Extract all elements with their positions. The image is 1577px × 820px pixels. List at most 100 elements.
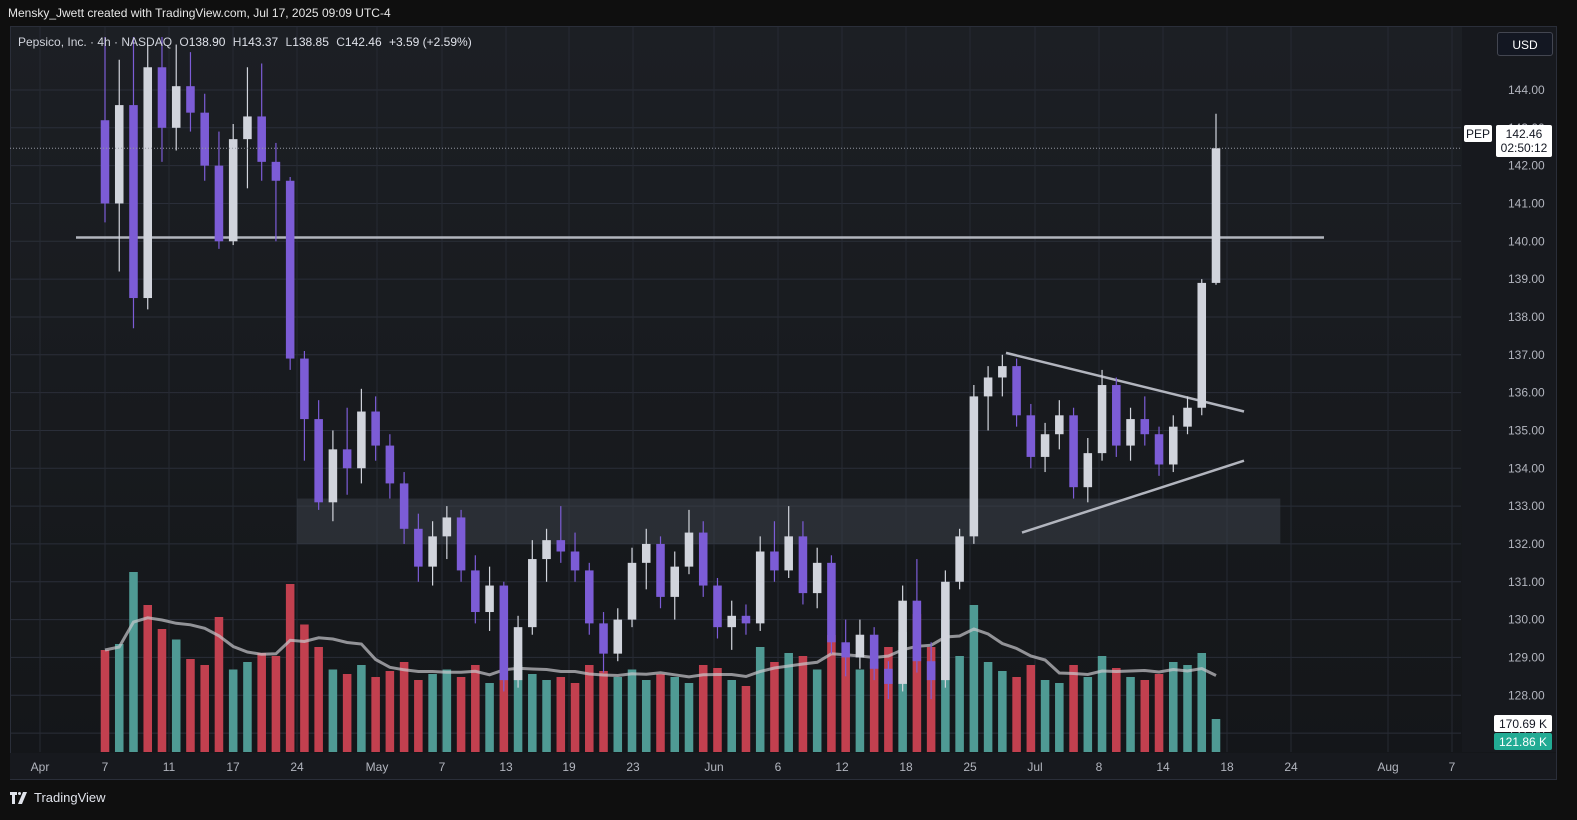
time-tick-label: 24 [290, 760, 304, 774]
candle-body [1026, 415, 1036, 457]
volume-bar [969, 605, 979, 752]
volume-bar [1069, 665, 1078, 752]
candle-body [214, 165, 224, 242]
volume-ma-line [104, 616, 1217, 679]
volume-bar [100, 650, 110, 752]
price-badge-value: 142.46 [1506, 127, 1543, 141]
time-tick-label: Aug [1377, 760, 1398, 774]
candle-body [428, 536, 437, 567]
volume-bar [912, 614, 922, 752]
volume-bar [741, 686, 751, 752]
volume-bar [1026, 665, 1036, 752]
candle-body [200, 112, 209, 166]
candle-body [869, 634, 879, 669]
volume-bar [784, 653, 793, 752]
candle-body [143, 67, 153, 299]
price-tick-label: 131.00 [1508, 575, 1545, 589]
candle-body [499, 585, 509, 681]
volume-bar [599, 671, 608, 752]
tradingview-icon [10, 791, 27, 804]
price-tick-label: 133.00 [1508, 499, 1545, 513]
volume-bar [357, 665, 366, 752]
volume-bar [670, 677, 680, 752]
volume-bar [285, 584, 295, 752]
legend-l-label: L [286, 35, 293, 49]
candle-body [1126, 419, 1135, 446]
candle-body [114, 105, 124, 204]
chart-caption: Mensky_Jwett created with TradingView.co… [8, 6, 391, 20]
candle-body [129, 105, 138, 299]
candle-body [257, 116, 266, 162]
volume-bar [955, 656, 964, 752]
volume-bar [627, 669, 637, 752]
time-tick-label: 19 [562, 760, 576, 774]
candle-body [157, 67, 167, 128]
volume-bar [1083, 677, 1093, 752]
candle-body [941, 581, 950, 681]
legend-o-label: O [179, 35, 188, 49]
candle-body [641, 543, 651, 563]
volume-bar [328, 669, 338, 752]
volume-bar [641, 680, 651, 752]
legend-h-label: H [233, 35, 242, 49]
volume-bar [1211, 719, 1221, 752]
candle-body [1183, 407, 1192, 427]
volume-bar [827, 635, 836, 752]
candle-body [171, 86, 181, 128]
price-tick-label: 135.00 [1508, 423, 1545, 437]
volume-bar [214, 617, 224, 752]
candle-body [884, 668, 893, 684]
time-tick-label: 7 [102, 760, 109, 774]
price-badge-ticker: PEP [1466, 127, 1490, 141]
volume-bar [399, 662, 409, 752]
price-tick-label: 138.00 [1508, 310, 1545, 324]
legend-open: 138.90 [189, 35, 226, 49]
candle-body [684, 532, 694, 567]
volume-bar [414, 680, 423, 752]
triangle-lower-line[interactable] [1021, 459, 1245, 534]
volume-bar [1140, 680, 1150, 752]
time-tick-label: Apr [31, 760, 50, 774]
candle-body [599, 623, 608, 654]
candle-body [741, 615, 751, 624]
triangle-upper-line[interactable] [1005, 351, 1245, 413]
candle-body [528, 559, 537, 628]
volume-badges: 170.69 K 121.86 K [1494, 715, 1552, 750]
candle-body [1097, 385, 1107, 454]
time-axis[interactable]: Apr 7 11 17 24 May 7 13 19 23 Jun 6 12 18 25 Jul 8 14 18 24… [10, 753, 1556, 779]
candle-body [1197, 282, 1207, 408]
candle-body [1154, 434, 1164, 465]
price-tick-label: 141.00 [1508, 196, 1545, 210]
tradingview-brand: TradingView [34, 790, 106, 805]
candle-body [1055, 415, 1064, 435]
candle-body [784, 536, 793, 571]
volume-bar [385, 671, 395, 752]
currency-selector[interactable]: USD [1497, 32, 1553, 56]
price-tick-label: 128.00 [1508, 688, 1545, 702]
candle-body [755, 551, 765, 624]
volume-bar [983, 662, 993, 752]
volume-bar [143, 605, 153, 752]
candle-body [471, 570, 480, 613]
volume-bar [257, 653, 266, 752]
price-tick-label: 136.00 [1508, 386, 1545, 400]
candle-body [442, 517, 452, 537]
tradingview-logo[interactable]: TradingView [10, 790, 106, 805]
candle-body [1040, 434, 1050, 457]
time-tick-label: 24 [1284, 760, 1298, 774]
legend: Pepsico, Inc. · 4h · NASDAQ O138.90 H143… [18, 35, 472, 49]
candle-body [955, 536, 964, 582]
volume-bar [727, 680, 736, 752]
candle-body [656, 543, 665, 597]
candle-body [243, 116, 252, 140]
candle-body [585, 570, 594, 624]
price-tick-label: 134.00 [1508, 461, 1545, 475]
candle-body [1112, 385, 1121, 446]
candle-body [100, 120, 110, 204]
candle-body [1211, 148, 1221, 283]
volume-bar [271, 656, 281, 752]
volume-bar [869, 662, 879, 752]
legend-low: 138.85 [292, 35, 329, 49]
time-tick-label: 23 [626, 760, 640, 774]
